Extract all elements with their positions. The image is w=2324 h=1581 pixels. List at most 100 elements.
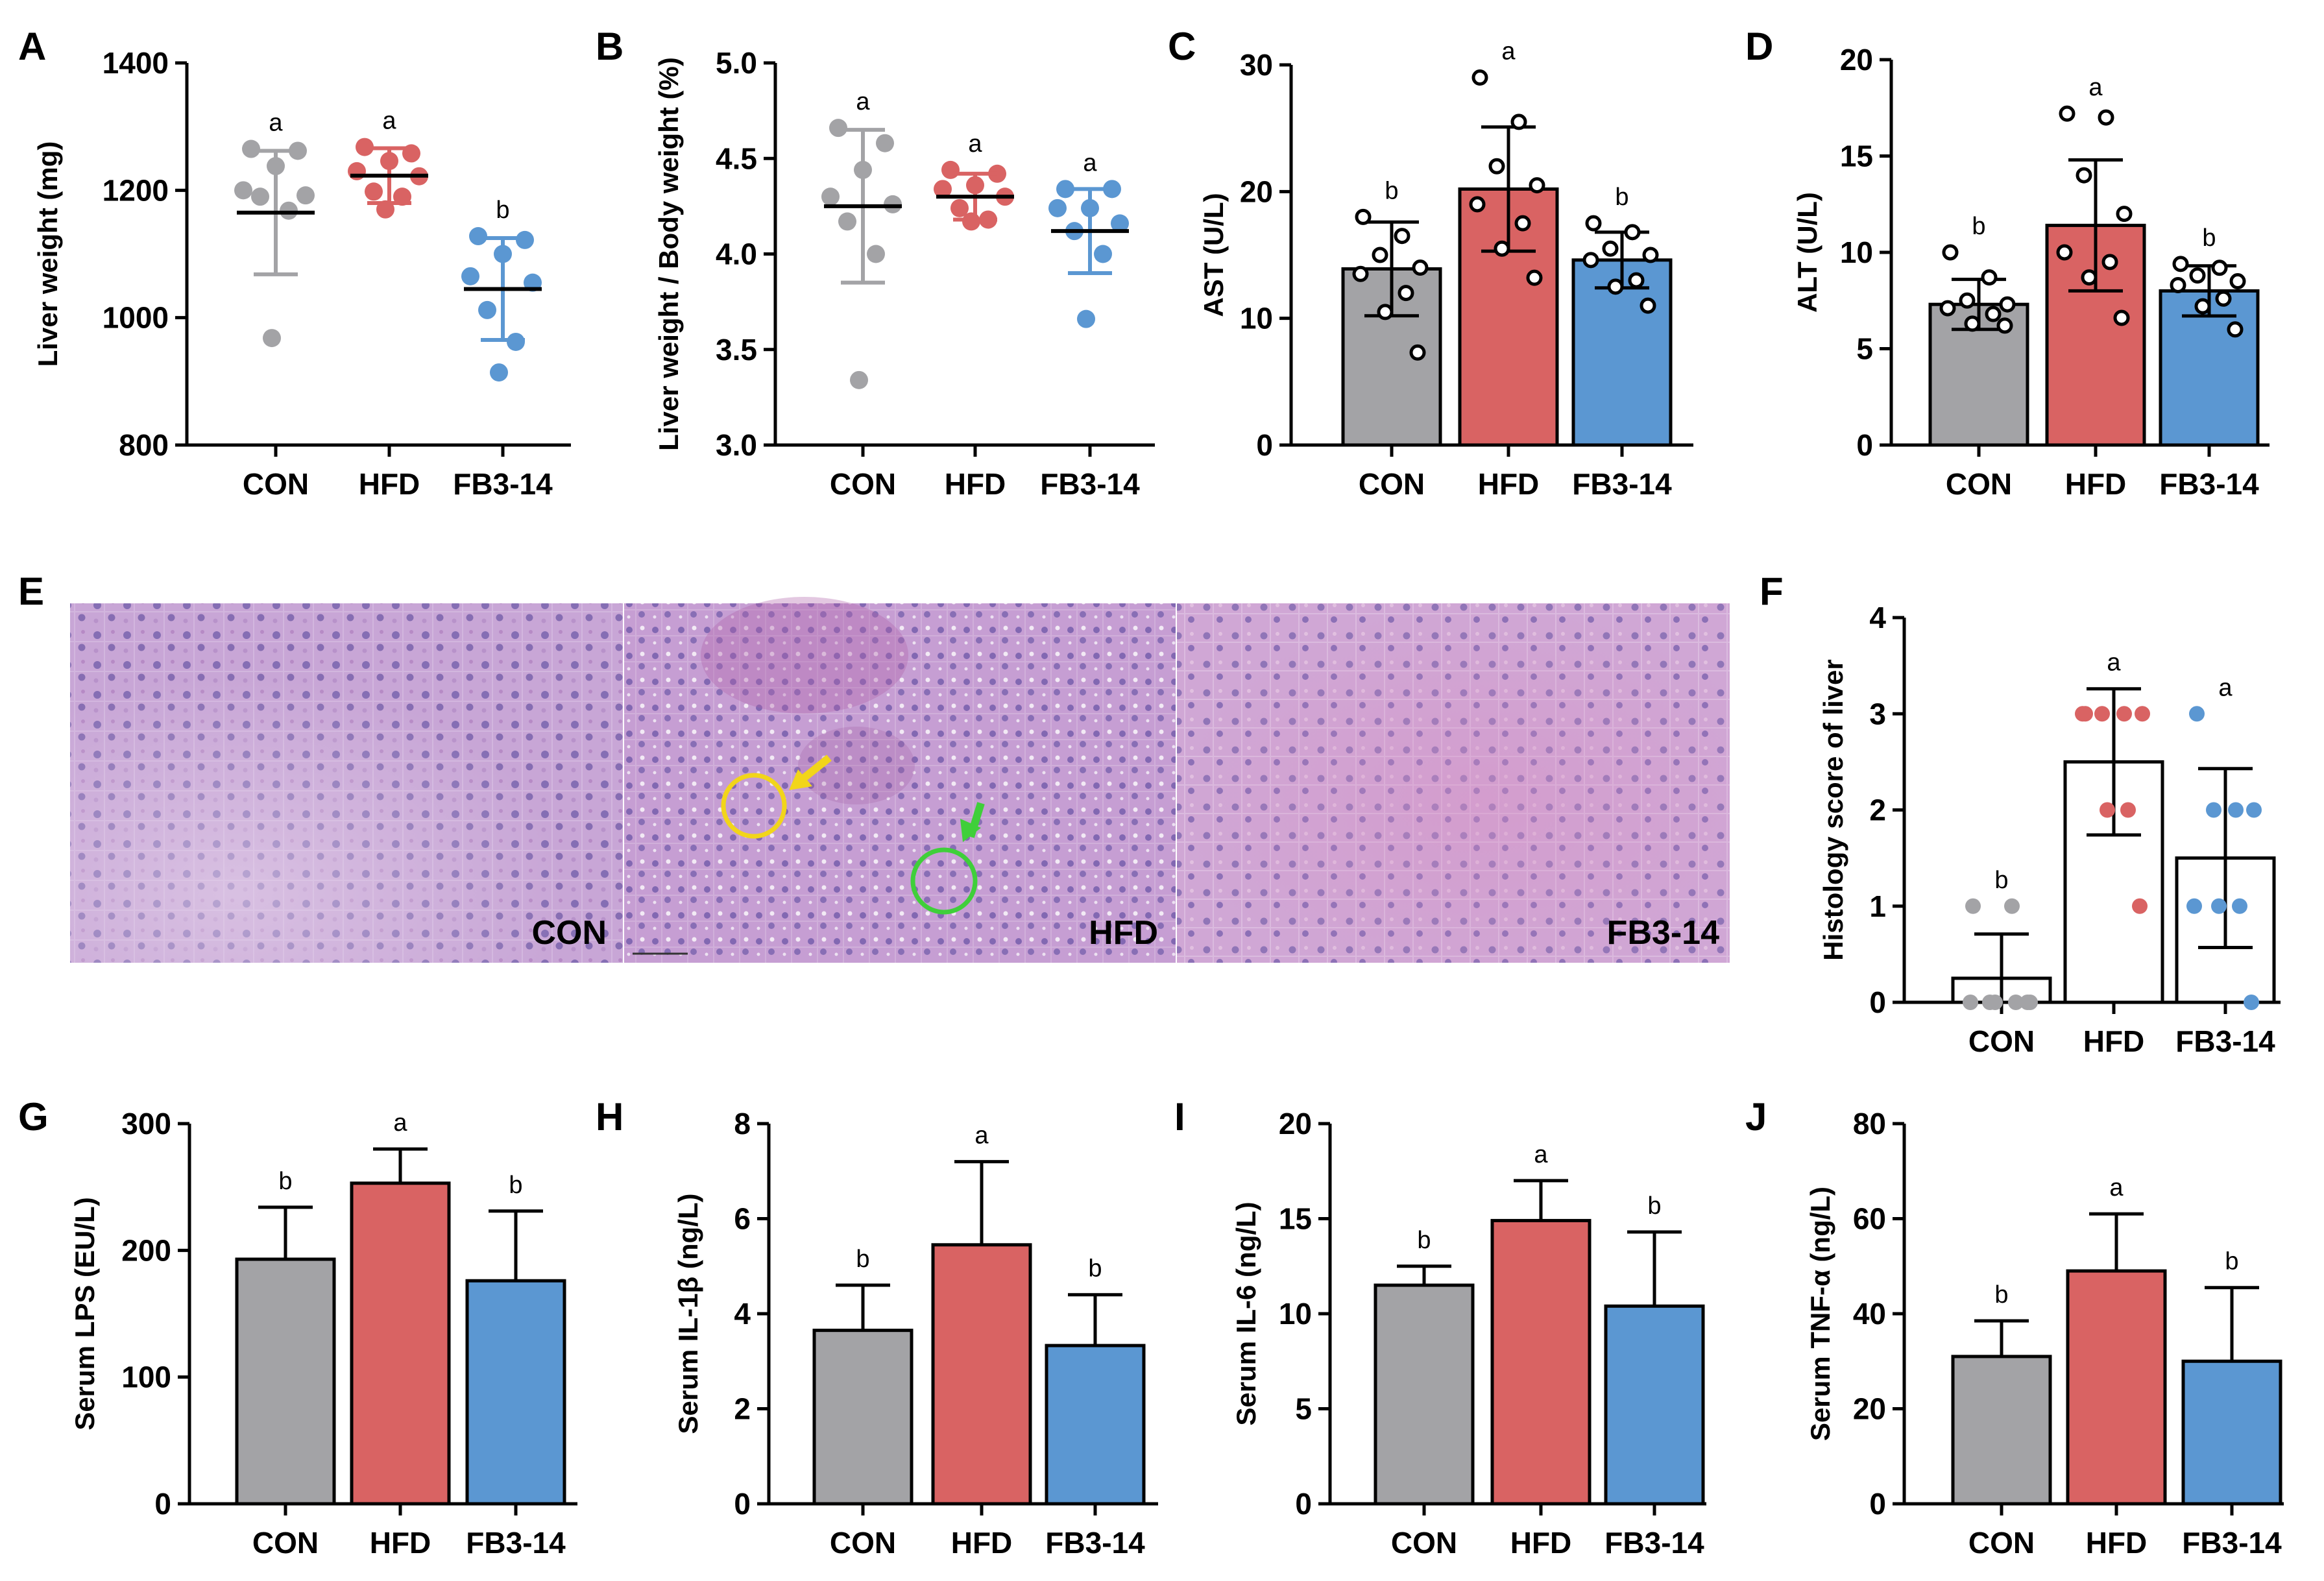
significance-letter: a — [2088, 74, 2103, 101]
significance-letter: b — [1385, 177, 1398, 204]
data-point — [1469, 196, 1486, 213]
category-label-con: CON — [1946, 467, 2012, 501]
data-point — [1094, 245, 1112, 263]
y-axis-label: Serum IL-1β (ng/L) — [673, 1194, 703, 1434]
data-point — [1939, 300, 1956, 317]
data-point — [950, 199, 969, 217]
data-point — [1999, 296, 2016, 313]
significance-letter: a — [382, 108, 396, 135]
significance-letter: a — [974, 1122, 989, 1150]
category-label-hfd: HFD — [2065, 467, 2127, 501]
data-point — [1352, 265, 1369, 282]
data-point — [2232, 898, 2247, 914]
y-tick-label: 800 — [119, 428, 169, 462]
y-tick-label: 0 — [1295, 1487, 1312, 1521]
y-tick-label: 5 — [1295, 1392, 1312, 1426]
data-point — [1377, 304, 1394, 320]
chart-G: G 0 100 200 300 Serum LPS (EU/L) CON b HFD a FB3-1… — [18, 1095, 577, 1560]
data-point — [2100, 802, 2115, 818]
y-tick-label: 0 — [1256, 428, 1273, 462]
data-point — [1355, 208, 1372, 225]
data-point — [2229, 273, 2246, 290]
data-point — [1981, 269, 1998, 286]
y-tick-label: 200 — [121, 1233, 171, 1267]
data-point — [1585, 215, 1602, 232]
bar-con — [1951, 1355, 2052, 1506]
y-tick-label: 3.5 — [716, 333, 757, 367]
y-tick-label: 20 — [1840, 43, 1873, 77]
y-tick-label: 60 — [1853, 1202, 1886, 1236]
y-tick-label: 10 — [1279, 1297, 1312, 1331]
panel-label-C: C — [1168, 25, 1196, 68]
category-label-fb3-14: FB3-14 — [466, 1526, 566, 1560]
significance-letter: b — [496, 197, 509, 224]
data-point — [1942, 244, 1959, 261]
category-label-hfd: HFD — [951, 1526, 1013, 1560]
micrograph-label-fb3-14: FB3-14 — [1607, 914, 1719, 952]
data-point — [867, 245, 885, 263]
micrograph-fb3-14: FB3-14 — [1177, 603, 1730, 963]
significance-letter: b — [1994, 1281, 2008, 1309]
data-point — [1628, 272, 1645, 289]
y-tick-label: 300 — [121, 1107, 171, 1140]
significance-letter: b — [278, 1168, 292, 1195]
data-point — [2098, 109, 2114, 126]
category-label-hfd: HFD — [2083, 1024, 2145, 1058]
data-point — [2116, 206, 2133, 223]
data-point — [1510, 114, 1527, 130]
micrograph-hfd: HFD — [624, 597, 1176, 963]
y-axis-label: Liver weight / Body weight (%) — [653, 57, 684, 451]
y-tick-label: 5 — [1856, 332, 1873, 366]
data-point — [234, 181, 252, 200]
data-point — [1471, 69, 1488, 86]
y-axis-label: ALT (U/L) — [1792, 192, 1822, 313]
data-point — [1529, 177, 1545, 194]
data-point — [876, 134, 894, 152]
y-tick-label: 1200 — [103, 173, 169, 207]
y-tick-label: 100 — [121, 1360, 171, 1394]
data-point — [941, 160, 960, 179]
y-axis-label: Histology score of liver — [1818, 659, 1848, 960]
bar-fb3-14 — [1045, 1344, 1146, 1506]
data-point — [1640, 297, 1656, 314]
micrograph-con: CON — [70, 603, 623, 963]
significance-letter: a — [1534, 1141, 1548, 1168]
panel-label-B: B — [596, 25, 623, 68]
data-point — [1602, 240, 1619, 257]
data-point — [297, 186, 315, 205]
bar-fb3-14 — [1604, 1304, 1705, 1506]
y-tick-label: 10 — [1240, 302, 1273, 335]
significance-letter: b — [2202, 224, 2216, 252]
category-label-hfd: HFD — [2086, 1526, 2148, 1560]
bar-con — [812, 1329, 914, 1506]
chart-F: F 0 1 2 3 4 Histology score of liver CON b HFD a FB… — [1760, 570, 2281, 1058]
bar-hfd — [931, 1243, 1032, 1506]
data-point — [850, 370, 868, 389]
data-point — [2211, 259, 2228, 276]
chart-H: H 0 2 4 6 8 Serum IL-1β (ng/L) CON b HFD a FB3-14 b — [596, 1095, 1158, 1560]
bar-hfd — [350, 1181, 451, 1506]
category-label-fb3-14: FB3-14 — [1040, 467, 1140, 501]
data-point — [2186, 898, 2202, 914]
data-point — [1394, 228, 1410, 245]
data-point — [1607, 278, 1624, 295]
y-tick-label: 40 — [1853, 1297, 1886, 1331]
significance-letter: b — [1417, 1227, 1431, 1254]
significance-letter: b — [1994, 867, 2008, 894]
data-point — [478, 300, 496, 319]
data-point — [1624, 224, 1641, 241]
data-point — [1412, 259, 1429, 276]
data-point — [2227, 321, 2244, 338]
y-axis-label: Liver weight (mg) — [32, 141, 63, 367]
chart-J: J 0 20 40 60 80 Serum TNF-α (ng/L) CON b HFD a FB3-… — [1745, 1095, 2284, 1560]
y-tick-label: 1000 — [103, 301, 169, 335]
significance-letter: b — [856, 1246, 869, 1273]
data-point — [1996, 317, 2013, 334]
y-tick-label: 1400 — [103, 46, 169, 80]
data-point — [263, 329, 281, 348]
data-point — [2020, 995, 2035, 1010]
data-point — [2194, 298, 2211, 315]
y-axis-label: Serum LPS (EU/L) — [69, 1197, 100, 1430]
data-point — [1488, 158, 1505, 175]
